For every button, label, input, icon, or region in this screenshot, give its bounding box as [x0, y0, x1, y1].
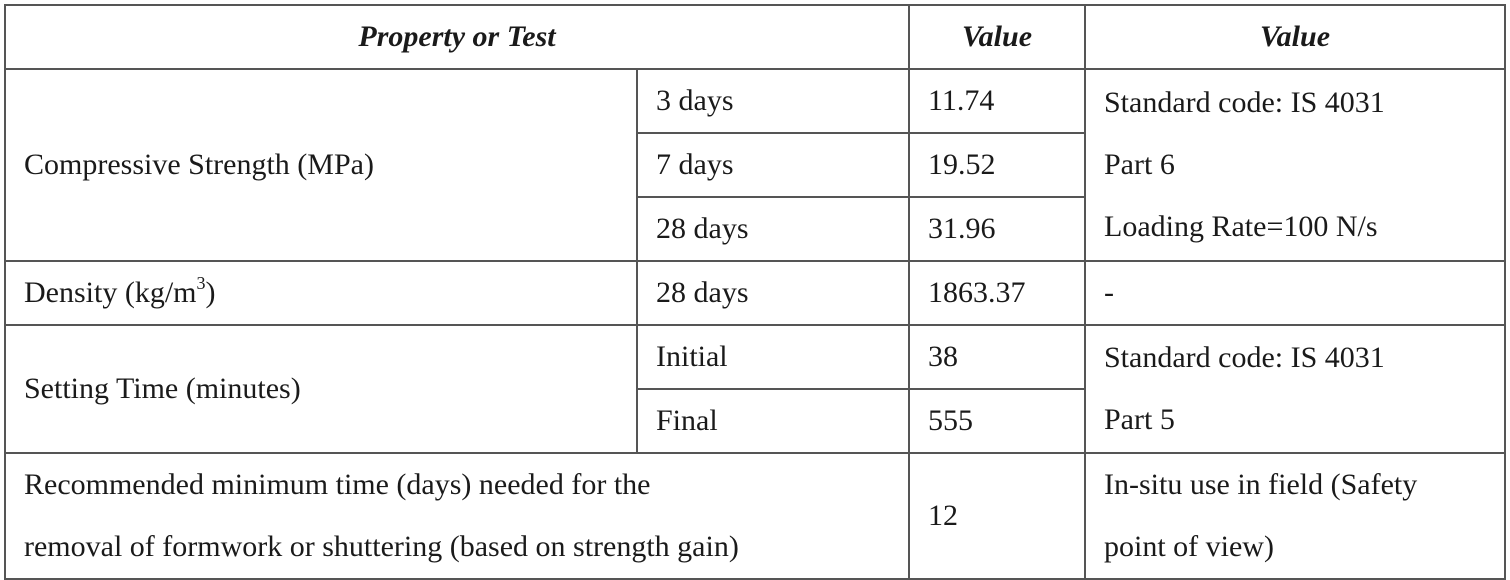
header-value-2: Value — [1084, 4, 1506, 70]
compressive-note-line-2: Part 6 — [1104, 148, 1175, 181]
density-age: 28 days — [636, 260, 910, 326]
compressive-age-28: 28 days — [636, 196, 910, 262]
compressive-note: Standard code: IS 4031 Part 6 Loading Ra… — [1084, 68, 1506, 262]
setting-note-line-1: Standard code: IS 4031 — [1104, 341, 1385, 374]
properties-table: Property or Test Value Value Compressive… — [4, 4, 1506, 580]
formwork-note-line-1: In-situ use in field (Safety — [1104, 468, 1418, 501]
table-row: Compressive Strength (MPa) 3 days 11.74 … — [4, 68, 1506, 262]
density-label-prefix: Density (kg/m — [24, 276, 197, 309]
header-property: Property or Test — [4, 4, 910, 70]
setting-note: Standard code: IS 4031 Part 5 — [1084, 324, 1506, 454]
density-value: 1863.37 — [908, 260, 1086, 326]
table-row: Recommended minimum time (days) needed f… — [4, 452, 1506, 580]
compressive-value-3: 11.74 — [908, 68, 1086, 134]
formwork-note-line-2: point of view) — [1104, 530, 1274, 563]
setting-note-line-2: Part 5 — [1104, 403, 1175, 436]
table-row: 7 days 19.52 — [5, 132, 1505, 198]
table-row: Setting Time (minutes) Initial 38 Standa… — [4, 324, 1506, 454]
compressive-age-3: 3 days — [636, 68, 910, 134]
formwork-label: Recommended minimum time (days) needed f… — [4, 452, 910, 580]
formwork-label-line-1: Recommended minimum time (days) needed f… — [24, 468, 651, 501]
formwork-value: 12 — [908, 452, 1086, 580]
setting-label: Setting Time (minutes) — [4, 324, 638, 454]
formwork-label-line-2: removal of formwork or shuttering (based… — [24, 530, 739, 563]
formwork-note: In-situ use in field (Safety point of vi… — [1084, 452, 1506, 580]
compressive-value-7: 19.52 — [908, 132, 1086, 198]
setting-stage-initial: Initial — [636, 324, 910, 390]
compressive-note-line-1: Standard code: IS 4031 — [1104, 86, 1385, 119]
compressive-note-line-3: Loading Rate=100 N/s — [1104, 210, 1378, 243]
density-label: Density (kg/m3) — [4, 260, 638, 326]
setting-stage-final: Final — [636, 388, 910, 454]
compressive-value-28: 31.96 — [908, 196, 1086, 262]
compressive-label: Compressive Strength (MPa) — [4, 68, 638, 262]
table-row: 28 days 31.96 — [5, 196, 1505, 262]
table-row: Density (kg/m3) 28 days 1863.37 - — [4, 260, 1506, 326]
density-label-suffix: ) — [205, 276, 216, 309]
setting-value-final: 555 — [908, 388, 1086, 454]
density-note: - — [1084, 260, 1506, 326]
setting-value-initial: 38 — [908, 324, 1086, 390]
header-row: Property or Test Value Value — [4, 4, 1506, 70]
header-value-1: Value — [908, 4, 1086, 70]
density-label-sup: 3 — [196, 273, 206, 293]
compressive-age-7: 7 days — [636, 132, 910, 198]
table-row: Final 555 — [5, 388, 1505, 454]
